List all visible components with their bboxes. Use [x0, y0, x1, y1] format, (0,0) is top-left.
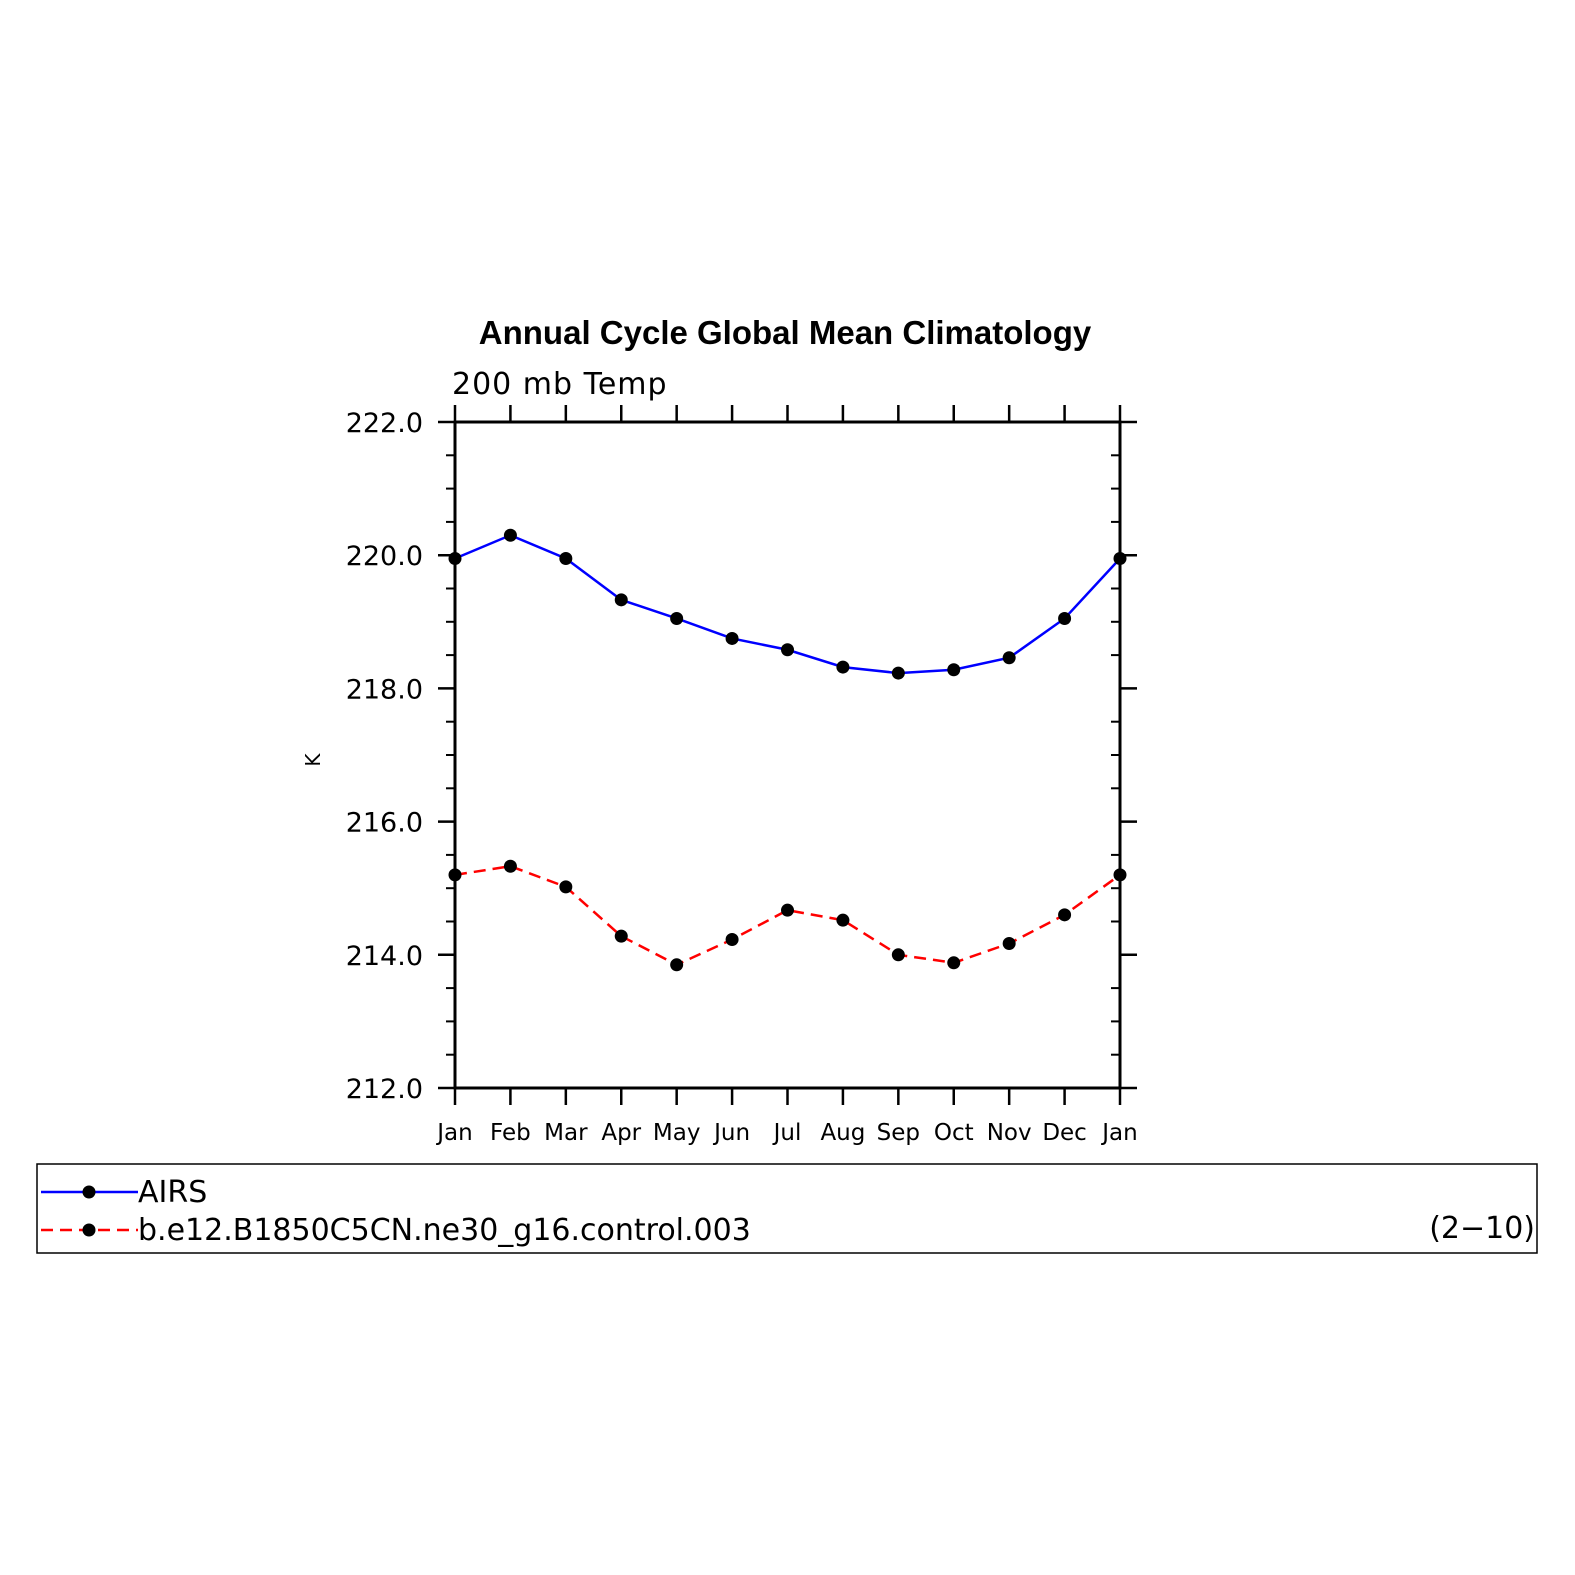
data-point [781, 643, 794, 657]
legend: AIRSb.e12.B1850C5CN.ne30_g16.control.003… [36, 1163, 1538, 1254]
data-point [1002, 651, 1016, 665]
data-point [559, 552, 573, 566]
data-point [781, 903, 794, 917]
x-tick-label: May [653, 1120, 701, 1146]
y-axis-label: K [301, 753, 325, 767]
legend-marker [82, 1223, 96, 1237]
data-point [725, 932, 739, 946]
data-point [725, 631, 739, 645]
legend-note: (2−10) [1429, 1211, 1535, 1246]
data-point [1113, 552, 1127, 566]
data-point [947, 663, 961, 677]
x-tick-label: Oct [934, 1120, 974, 1146]
data-point [448, 552, 462, 566]
x-tick-label: Apr [601, 1120, 641, 1146]
legend-box [36, 1163, 1538, 1254]
series-1 [448, 528, 1127, 680]
data-point [614, 929, 628, 943]
x-tick-label: Mar [544, 1120, 588, 1146]
data-point [503, 859, 517, 873]
data-point [670, 958, 684, 972]
y-tick-label: 220.0 [346, 541, 423, 572]
data-point [614, 593, 628, 607]
y-tick-label: 222.0 [346, 408, 423, 439]
y-tick-label: 212.0 [346, 1074, 423, 1105]
x-tick-label: Aug [820, 1120, 865, 1146]
y-tick-label: 218.0 [346, 674, 423, 705]
axis-ticks [438, 405, 1137, 1105]
x-tick-label: Jan [435, 1120, 472, 1146]
data-point [947, 956, 961, 970]
legend-entry: b.e12.B1850C5CN.ne30_g16.control.003 [41, 1213, 751, 1248]
data-point [503, 528, 517, 542]
x-tick-label: Sep [877, 1120, 920, 1146]
x-tick-labels: Jan Feb Mar Apr May Jun Jul Aug Sep Oct Nov Dec Jan [435, 1120, 1137, 1146]
data-point [891, 948, 905, 962]
series [448, 528, 1127, 972]
chart-subtitle: 200 mb Temp [452, 367, 668, 402]
data-point [559, 880, 573, 894]
data-point [448, 868, 462, 882]
legend-marker [82, 1185, 96, 1199]
data-point [1058, 611, 1072, 625]
legend-label: AIRS [138, 1175, 207, 1210]
data-point [1002, 936, 1016, 950]
x-tick-label: Jun [712, 1120, 750, 1146]
x-tick-label: Dec [1042, 1120, 1087, 1146]
data-point [836, 660, 850, 674]
legend-entry: AIRS [41, 1175, 207, 1210]
plot-frame [453, 420, 1122, 1090]
x-tick-label: Jul [772, 1120, 802, 1146]
data-point [1113, 868, 1127, 882]
data-point [836, 913, 850, 927]
y-tick-label: 214.0 [346, 941, 423, 972]
x-tick-label: Jan [1100, 1120, 1137, 1146]
y-tick-labels: 212.0 214.0 216.0 218.0 220.0 222.0 [346, 408, 423, 1105]
chart-title: Annual Cycle Global Mean Climatology [479, 314, 1092, 351]
y-tick-label: 216.0 [346, 808, 423, 839]
data-point [1058, 908, 1072, 922]
data-point [670, 611, 684, 625]
data-point [891, 666, 905, 680]
series-2 [448, 859, 1127, 972]
x-tick-label: Nov [987, 1120, 1032, 1146]
legend-label: b.e12.B1850C5CN.ne30_g16.control.003 [138, 1213, 751, 1248]
x-tick-label: Feb [490, 1120, 531, 1146]
